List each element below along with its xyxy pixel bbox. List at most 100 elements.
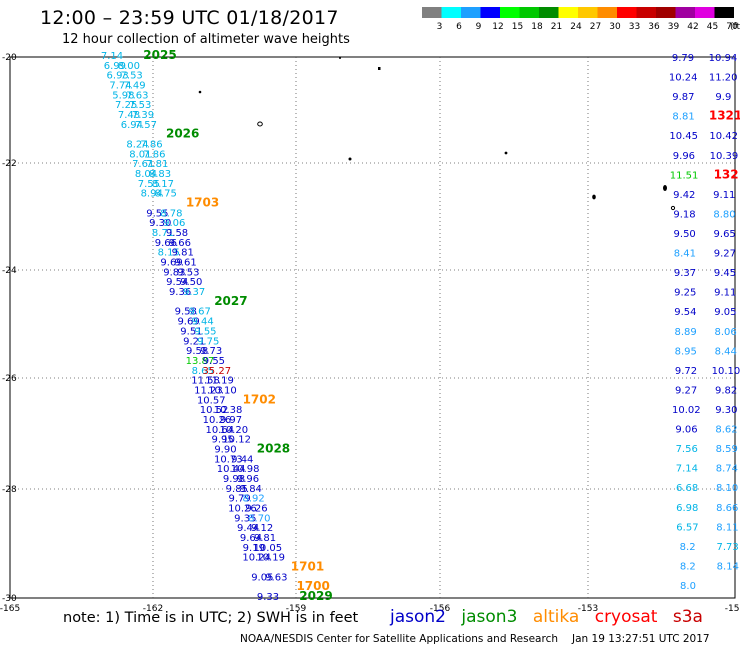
legend-label: 36 — [648, 22, 660, 32]
wave-height-label: 9.97 — [220, 415, 242, 426]
wave-height-label: 7.48 — [118, 110, 140, 121]
wave-height-label: 9.33 — [257, 592, 279, 603]
lon-label: -165 — [0, 604, 20, 614]
wave-height-label: 9.27 — [675, 385, 697, 396]
wave-height-label: 7.56 — [676, 444, 698, 455]
lat-label: -24 — [2, 266, 17, 276]
wave-height-label: 9.54 — [166, 277, 188, 288]
wave-height-label: 35.27 — [202, 366, 231, 377]
wave-height-label: 8.15 — [158, 248, 180, 259]
legend-label: 30 — [609, 22, 621, 32]
wave-height-label: 8.78 — [160, 208, 182, 219]
wave-height-label: 8.92 — [243, 494, 265, 505]
wave-height-label: 9.51 — [180, 326, 202, 337]
wave-height-label: 9.66 — [155, 238, 177, 249]
wave-height-label: 8.66 — [716, 503, 738, 514]
wave-height-label: 13.87 — [186, 356, 215, 367]
lon-label: -156 — [430, 604, 451, 614]
track-time-label: 2025 — [143, 48, 176, 62]
wave-height-label: 9.69 — [160, 258, 182, 269]
wave-height-label: 10.39 — [710, 151, 739, 162]
wave-height-label: 8.65 — [192, 366, 214, 377]
altimeter-track-east: 9.79 10.94 10.24 11.20 9.87 9.9 8.81 1321 10.45 1… — [669, 53, 740, 592]
wave-height-label: 10.10 — [208, 385, 237, 396]
wave-height-label: 9.36 — [169, 287, 191, 298]
wave-height-label: 9.53 — [177, 267, 199, 278]
sat-jason3: jason3 — [461, 607, 518, 627]
wave-height-label: 9.06 — [675, 425, 697, 436]
wave-height-label: 10.19 — [256, 553, 285, 564]
track-time-label: 1702 — [243, 392, 276, 406]
track-time-label: 1703 — [186, 196, 219, 210]
wave-height-label: 9.21 — [183, 336, 205, 347]
wave-height-label: 10.10 — [712, 366, 740, 377]
lat-label: -26 — [2, 374, 17, 384]
wave-height-label: 9.84 — [240, 484, 262, 495]
wave-height-label: 9.87 — [672, 92, 694, 103]
wave-height-label: 8.80 — [713, 209, 735, 220]
wave-height-label: 8.2 — [680, 542, 696, 553]
wave-height-label: 9.81 — [172, 248, 194, 259]
wave-height-label: 7.73 — [716, 542, 738, 553]
wave-height-label: 7.61 — [132, 159, 154, 170]
legend-swatch — [656, 7, 676, 18]
legend-label: 9 — [476, 22, 482, 32]
wave-height-label: 7.25 — [115, 100, 137, 111]
wave-height-label: 11.51 — [670, 170, 699, 181]
wave-height-label: 6.98 — [676, 503, 698, 514]
island — [378, 67, 381, 70]
legend-swatch — [441, 7, 461, 18]
sat-altika: altika — [532, 607, 580, 627]
wave-height-label: 10.98 — [231, 464, 260, 475]
altimeter-track-west: 7.14 20256.998.006.937.537.747.495.987.63… — [101, 48, 333, 603]
wave-height-label: 6.68 — [676, 483, 698, 494]
lat-lon-grid: -20 -22 -24 -26 -28 -30-165 -162 -159 -156 -153 -1… — [0, 53, 740, 614]
legend-swatch — [675, 7, 695, 18]
island — [339, 57, 341, 59]
wave-height-label: 9.55 — [203, 356, 225, 367]
wave-height-label: 8.71 — [152, 228, 174, 239]
page-title: 12:00 – 23:59 UTC 01/18/2017 — [40, 7, 339, 29]
wave-height-label: 7.86 — [143, 149, 165, 160]
wave-height-label: 8.41 — [674, 249, 696, 260]
wave-height-label: 10.05 — [253, 543, 282, 554]
wave-height-label: 7.53 — [121, 71, 143, 82]
wave-height-label: 7.81 — [146, 159, 168, 170]
legend-swatch — [519, 7, 539, 18]
track-time-label: 132 — [714, 167, 739, 181]
wave-height-label: 9.19 — [243, 543, 265, 554]
wave-height-label: 9.64 — [240, 533, 262, 544]
map-frame — [9, 56, 736, 599]
legend-label: 3 — [437, 22, 443, 32]
wave-height-label: 9.50 — [180, 277, 202, 288]
legend-label: 45 — [707, 22, 718, 32]
wave-height-label: 8.17 — [152, 179, 174, 190]
credit-line: NOAA/NESDIS Center for Satellite Applica… — [240, 633, 710, 645]
wave-height-label: 6.93 — [107, 71, 129, 82]
wave-height-label: 7.39 — [132, 110, 154, 121]
wave-height-label: 9.58 — [186, 346, 208, 357]
wave-height-label: 9.45 — [714, 268, 736, 279]
wave-height-label: 9.55 — [194, 326, 216, 337]
lat-label: -22 — [2, 159, 17, 169]
wave-height-label: 10.52 — [200, 405, 229, 416]
wave-height-label: 10.44 — [217, 464, 246, 475]
wave-height-label: 9.66 — [169, 238, 191, 249]
island — [663, 185, 667, 191]
track-time-label: 1700 — [296, 579, 329, 593]
wave-height-label: 9.44 — [231, 454, 253, 465]
wave-height-label: 9.9 — [715, 92, 731, 103]
lon-label: -162 — [143, 604, 163, 614]
wave-height-label: 10.20 — [219, 425, 248, 436]
wave-height-label: 6.57 — [676, 522, 698, 533]
sat-cryosat: cryosat — [594, 607, 658, 627]
wave-height-label: 9.27 — [714, 249, 736, 260]
legend-swatch — [461, 7, 481, 18]
wave-height-label: 9.58 — [175, 307, 197, 318]
credit-text: NOAA/NESDIS Center for Satellite Applica… — [240, 633, 558, 645]
wave-height-label: 8.59 — [716, 444, 738, 455]
wave-height-label: 8.10 — [716, 483, 738, 494]
wave-height-label: 9.05 — [714, 307, 736, 318]
